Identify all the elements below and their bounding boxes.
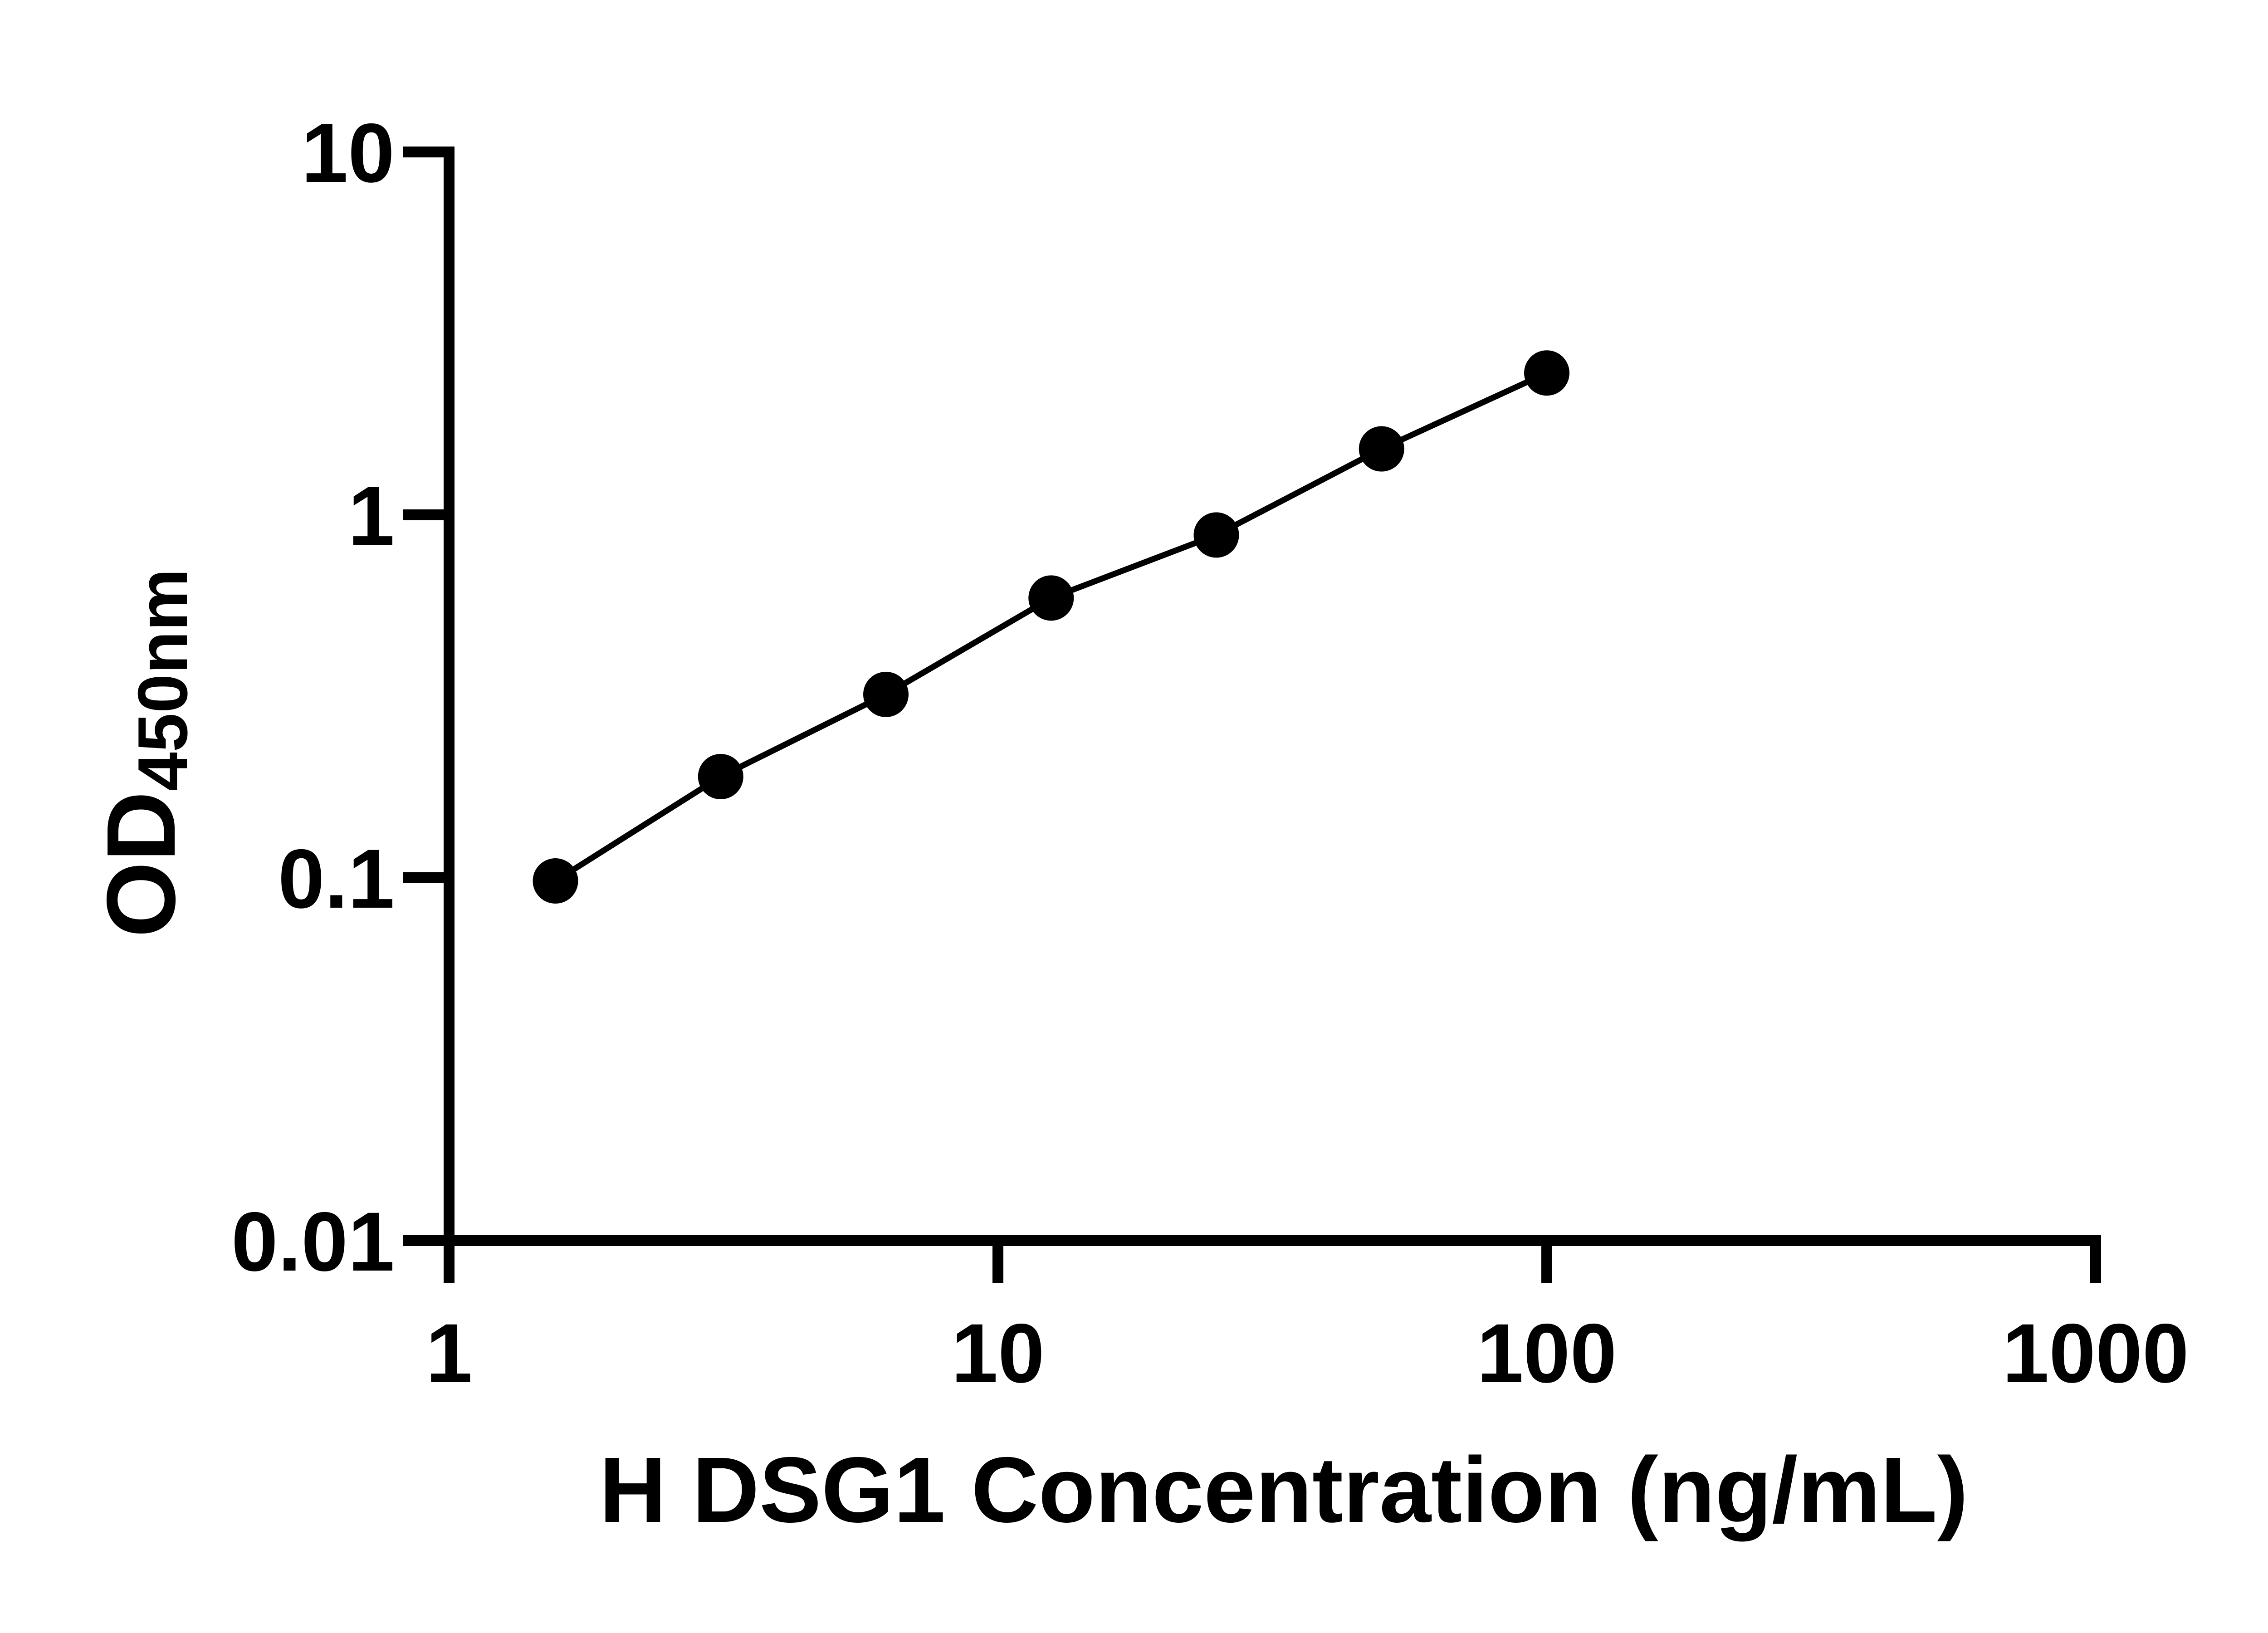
x-tick-label-10: 10 (951, 1307, 1045, 1400)
data-point (1193, 512, 1239, 558)
axis-tick-labels: 1 10 100 1000 10 1 0.1 0.01 (231, 107, 2189, 1400)
y-tick-label-10: 10 (301, 107, 395, 200)
data-point (1028, 575, 1074, 621)
axis-ticks (403, 147, 2101, 1283)
data-point (1524, 350, 1569, 396)
y-axis-title-main: OD (86, 791, 196, 938)
axes (444, 147, 2101, 1246)
x-tick-label-1000: 1000 (2002, 1307, 2189, 1400)
y-tick-label-0.1: 0.1 (278, 832, 395, 926)
data-point (1359, 426, 1404, 472)
y-axis-title-subscript: 450nm (123, 568, 202, 791)
x-axis-title: H DSG1 Concentration (ng/mL) (599, 1438, 1968, 1542)
y-axis-title: OD450nm (86, 568, 202, 938)
x-tick-label-100: 100 (1477, 1307, 1617, 1400)
data-point (863, 671, 909, 717)
data-point (533, 858, 578, 904)
y-tick-label-0.01: 0.01 (231, 1195, 395, 1289)
y-tick-label-1: 1 (348, 469, 395, 563)
x-tick-label-1: 1 (426, 1307, 473, 1400)
data-point (698, 753, 743, 799)
data-series (533, 350, 1569, 904)
